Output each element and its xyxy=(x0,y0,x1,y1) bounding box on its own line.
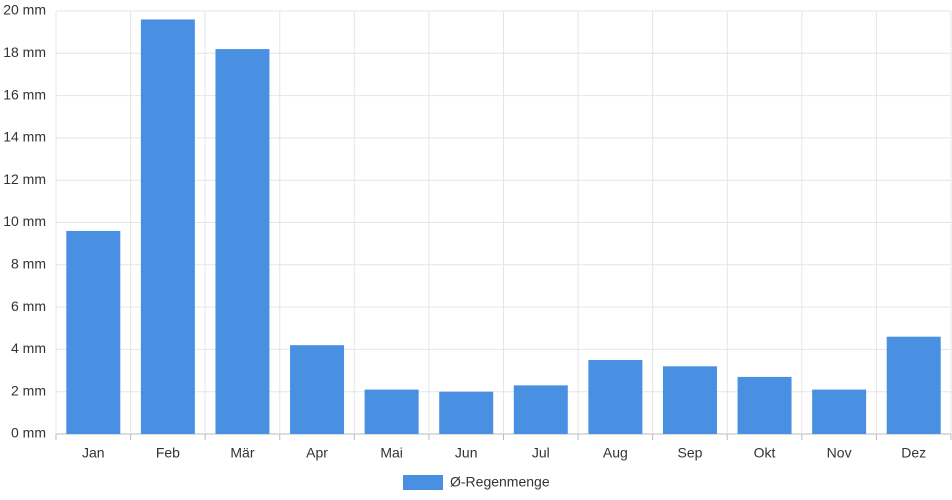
x-tick-label: Jul xyxy=(532,445,550,461)
bar xyxy=(290,345,345,434)
y-tick-label: 12 mm xyxy=(3,171,46,187)
bar xyxy=(513,385,568,434)
bar xyxy=(662,366,717,434)
bar xyxy=(886,336,941,434)
x-tick-label: Apr xyxy=(306,445,328,461)
y-tick-label: 8 mm xyxy=(11,256,46,272)
bar xyxy=(737,376,792,434)
x-tick-label: Mär xyxy=(230,445,254,461)
bar xyxy=(812,389,867,434)
x-tick-label: Aug xyxy=(603,445,628,461)
y-tick-label: 16 mm xyxy=(3,86,46,102)
legend-swatch xyxy=(403,475,443,490)
bar xyxy=(364,389,419,434)
y-tick-label: 10 mm xyxy=(3,213,46,229)
x-tick-label: Sep xyxy=(677,445,702,461)
y-tick-label: 2 mm xyxy=(11,382,46,398)
y-tick-label: 14 mm xyxy=(3,129,46,145)
x-tick-label: Nov xyxy=(827,445,852,461)
bar xyxy=(439,391,494,434)
x-tick-label: Feb xyxy=(156,445,180,461)
y-tick-label: 4 mm xyxy=(11,340,46,356)
bar xyxy=(215,49,270,434)
bar xyxy=(66,230,121,434)
y-tick-label: 0 mm xyxy=(11,425,46,441)
x-tick-label: Okt xyxy=(754,445,776,461)
x-tick-label: Dez xyxy=(901,445,926,461)
bar xyxy=(140,19,195,435)
bar xyxy=(588,359,643,434)
y-tick-label: 6 mm xyxy=(11,298,46,314)
y-tick-label: 20 mm xyxy=(3,2,46,18)
x-tick-label: Mai xyxy=(380,445,403,461)
x-tick-label: Jun xyxy=(455,445,478,461)
legend-label: Ø-Regenmenge xyxy=(450,474,550,490)
x-tick-label: Jan xyxy=(82,445,105,461)
y-tick-label: 18 mm xyxy=(3,44,46,60)
